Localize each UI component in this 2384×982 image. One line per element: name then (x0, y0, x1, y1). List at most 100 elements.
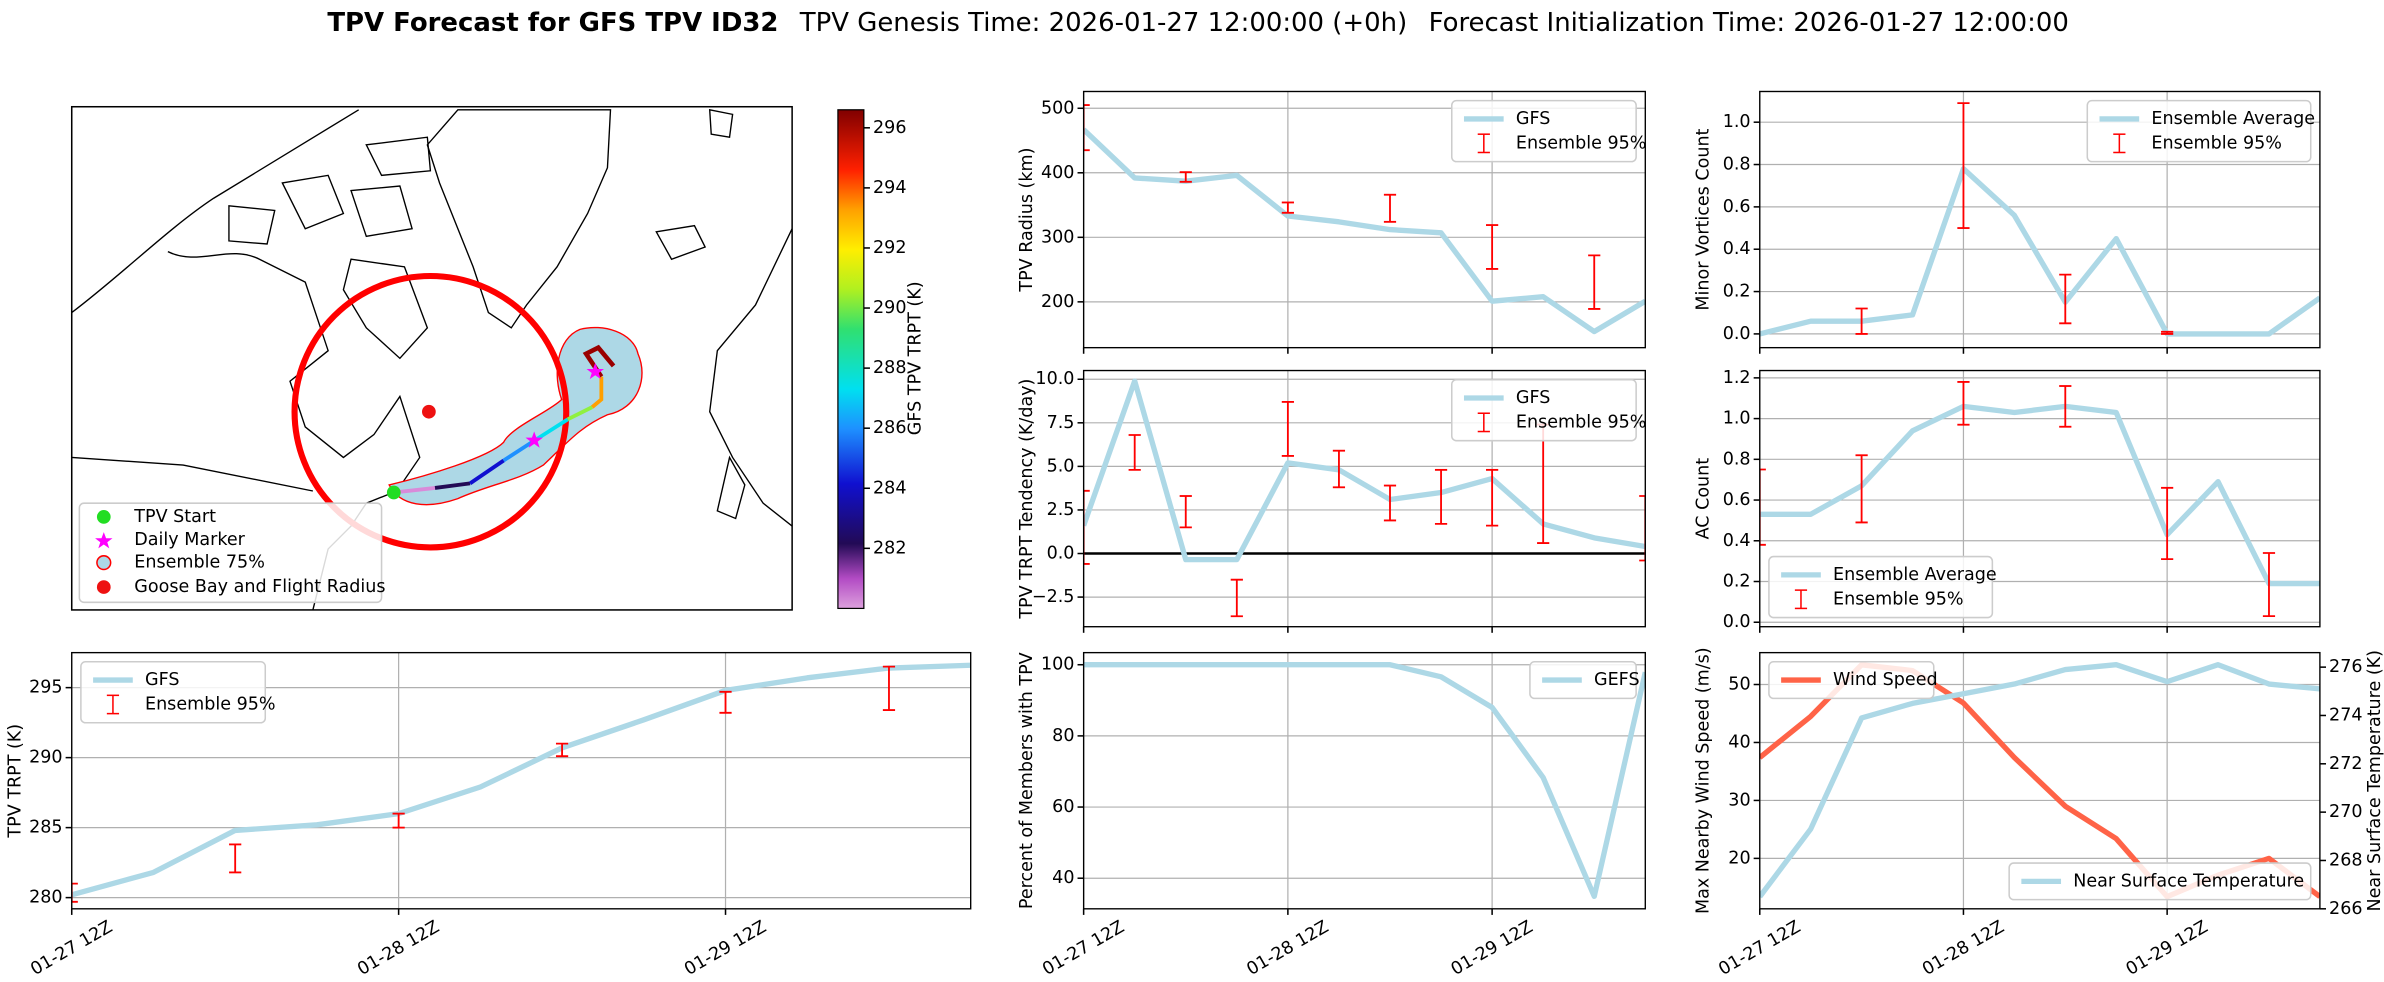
y-axis-label: TPV TRPT (K) (5, 724, 25, 839)
y-tick-label: 0.0 (1723, 324, 1751, 344)
x-tick-label: 01-27 12Z (1715, 917, 1804, 980)
legend-box (78, 502, 383, 604)
y-tick-label: 1.0 (1723, 409, 1751, 429)
y2-tick-label: 270 (2329, 802, 2362, 822)
plot-frame (1759, 369, 2321, 628)
legend-swatch (95, 532, 113, 549)
legend: Near Surface Temperature (2008, 862, 2312, 901)
colorbar-tick-label: 292 (873, 238, 906, 258)
legend-label: GEFS (1594, 670, 1640, 690)
colorbar-tick-label: 296 (873, 118, 906, 138)
y-tick-label: 295 (29, 678, 62, 698)
y-tick-label: 1.2 (1723, 368, 1751, 388)
y-tick-label: 400 (1041, 163, 1074, 183)
plot-frame (1082, 651, 1646, 910)
y-tick-label: 7.5 (1047, 413, 1075, 433)
y-tick-label: 0.2 (1723, 572, 1751, 592)
map-legend: TPV Start Daily Marker Ensemble 75% Goos… (78, 502, 386, 604)
coastline (228, 136, 432, 245)
legend-box (80, 661, 267, 724)
y-tick-label: 0.0 (1723, 612, 1751, 632)
legend: Ensemble Average Ensemble 95% (1768, 555, 1997, 619)
legend-label: Ensemble Average (1833, 565, 1997, 585)
coastline (655, 108, 734, 261)
ensemble-area (388, 326, 643, 506)
y2-tick-label: 268 (2329, 850, 2362, 870)
border (71, 109, 360, 314)
track-segment (533, 417, 569, 443)
x-tick-label: 01-27 12Z (27, 917, 116, 980)
y-axis-label: Minor Vortices Count (1693, 128, 1713, 310)
y-tick-label: 5.0 (1047, 456, 1075, 476)
y-axis-label: Percent of Members with TPV (1017, 652, 1037, 909)
y-tick-label: 200 (1041, 292, 1074, 312)
plot-area (1759, 370, 2320, 627)
legend-box (1451, 99, 1637, 163)
series-line (1083, 378, 1646, 563)
y-tick-label: 0.8 (1723, 449, 1751, 469)
series-line (1083, 662, 1646, 900)
figure-title: TPV Forecast for GFS TPV ID32 TPV Genesis… (327, 7, 2069, 37)
legend-label: Ensemble 95% (1516, 133, 1647, 153)
x-tick-label: 01-29 12Z (1448, 917, 1537, 980)
series-line (1759, 662, 2320, 899)
series-line (71, 662, 971, 898)
legend-label: Ensemble 95% (1833, 589, 1964, 609)
legend-box (2086, 99, 2312, 163)
y-tick-label: 40 (1052, 868, 1074, 888)
legend-box (2008, 862, 2312, 901)
title-init: Forecast Initialization Time: 2026-01-27… (1429, 7, 2069, 37)
legend: GEFS (1529, 661, 1640, 700)
y-tick-label: −2.5 (1032, 587, 1075, 607)
y-tick-label: 285 (29, 818, 62, 838)
legend-label: GFS (145, 670, 180, 690)
y-tick-label: 290 (29, 748, 62, 768)
x-tick-label: 01-29 12Z (2123, 917, 2212, 980)
colorbar-tick-label: 286 (873, 418, 906, 438)
y-tick-label: 10.0 (1035, 369, 1074, 389)
y-tick-label: 500 (1041, 98, 1074, 118)
y-tick-label: 0.0 (1047, 544, 1075, 564)
x-tick-label: 01-28 12Z (1919, 917, 2008, 980)
legend-label: Daily Marker (134, 530, 245, 550)
title-main: TPV Forecast for GFS TPV ID32 (327, 7, 778, 37)
colorbar-tick-label: 284 (873, 478, 906, 498)
border (71, 456, 314, 492)
x-tick-label: 01-28 12Z (354, 917, 443, 980)
y-tick-label: 40 (1728, 732, 1750, 752)
track-segment (502, 439, 536, 463)
track-segment (590, 376, 604, 409)
y-tick-label: 300 (1041, 227, 1074, 247)
daily-marker (525, 431, 543, 448)
legend: Ensemble Average Ensemble 95% (2086, 99, 2315, 163)
y2-tick-label: 272 (2329, 754, 2362, 774)
legend-label: Wind Speed (1833, 670, 1938, 690)
coastline (167, 250, 421, 610)
legend-label: Goose Bay and Flight Radius (134, 577, 385, 597)
track-segment (434, 481, 471, 490)
track-segment (393, 486, 436, 495)
colorbar-tick-label: 294 (873, 178, 906, 198)
legend-label: Ensemble 75% (134, 553, 265, 573)
y-axis-label: Max Nearby Wind Speed (m/s) (1693, 647, 1713, 914)
daily-marker (586, 362, 604, 380)
legend-swatch (96, 580, 111, 594)
y-tick-label: 280 (29, 888, 62, 908)
legend-label: Ensemble 95% (145, 694, 276, 714)
title-genesis: TPV Genesis Time: 2026-01-27 12:00:00 (+… (799, 7, 1407, 37)
series-line (1759, 403, 2320, 587)
y-axis-label: TPV Radius (km) (1017, 148, 1037, 293)
plot-frame (1759, 90, 2321, 349)
legend: GFS Ensemble 95% (80, 661, 276, 724)
colorbar (837, 109, 865, 610)
legend-swatch (96, 555, 112, 571)
y-tick-label: 0.8 (1723, 155, 1751, 175)
y-tick-label: 0.6 (1723, 197, 1751, 217)
legend-label: Ensemble 95% (1516, 412, 1647, 432)
colorbar-tick-label: 288 (873, 358, 906, 378)
legend-label: TPV Start (133, 507, 216, 527)
coastline (708, 228, 793, 527)
legend-box (1768, 661, 1935, 700)
x-tick-label: 01-28 12Z (1244, 917, 1333, 980)
